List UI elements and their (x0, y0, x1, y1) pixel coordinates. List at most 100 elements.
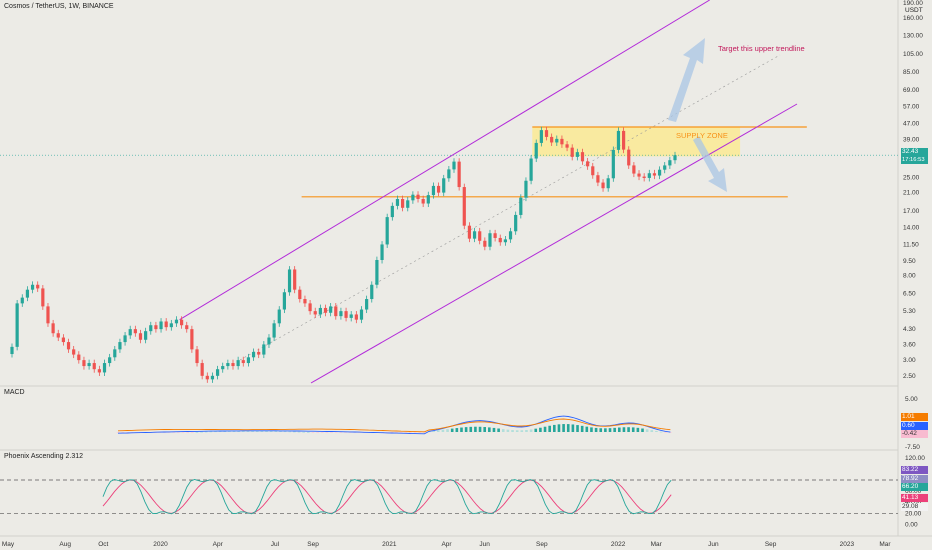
price-tick-label: 39.00 (903, 136, 920, 143)
macd-histogram-bar (529, 429, 533, 432)
candle-body (313, 311, 317, 315)
candle-body (570, 147, 574, 157)
candle-body (82, 360, 86, 367)
macd-histogram-bar (641, 428, 644, 432)
macd-histogram-bar (125, 432, 129, 433)
macd-histogram-bar (492, 427, 496, 432)
price-tick-label: 57.00 (903, 104, 920, 111)
macd-histogram-bar (218, 431, 222, 432)
candle-body (25, 289, 30, 298)
price-tick-label: 5.30 (903, 308, 916, 315)
macd-histogram-bar (195, 431, 199, 433)
candle-body (668, 160, 672, 166)
candle-body (61, 337, 65, 343)
macd-histogram-bar (464, 427, 468, 432)
price-tick-label: 25.00 (903, 175, 920, 182)
macd-histogram-bar (242, 430, 245, 432)
time-tick-label: 2021 (382, 541, 397, 548)
candle-body (92, 363, 96, 370)
countdown-badge: 17:16:53 (901, 156, 928, 164)
macd-histogram-bar (418, 432, 422, 433)
candle-body (102, 363, 107, 373)
macd-histogram-bar (223, 431, 227, 432)
macd-histogram-bar (186, 432, 189, 433)
candle-body (257, 351, 261, 355)
macd-hist-badge: -0.42 (901, 430, 928, 438)
channel-midline (239, 54, 781, 361)
candle-body (334, 306, 338, 317)
macd-histogram-bar (594, 427, 598, 432)
candle-body (385, 217, 389, 245)
candle-body (138, 333, 143, 340)
phoenix-pane-title: Phoenix Ascending 2.312 (4, 453, 84, 460)
candle-body (205, 375, 209, 380)
candle-body (339, 311, 343, 317)
candle-body (210, 375, 215, 380)
macd-histogram-bar (627, 427, 630, 432)
candle-body (180, 319, 184, 326)
candle-body (421, 198, 425, 204)
macd-histogram-bar (432, 430, 435, 432)
candle-body (149, 325, 153, 332)
candle-body (15, 303, 19, 347)
macd-histogram-bar (269, 430, 273, 432)
candle-body (236, 360, 240, 367)
macd-histogram-bar (436, 430, 440, 432)
candle-body (462, 187, 466, 226)
candle-body (478, 231, 482, 241)
candle-body (591, 166, 595, 176)
candle-body (20, 297, 24, 304)
macd-histogram-bar (585, 426, 589, 432)
macd-histogram-bar (608, 428, 612, 432)
candle-body (550, 136, 554, 143)
candle-body (221, 366, 225, 370)
candle-body (406, 200, 410, 208)
time-tick-label: Apr (213, 541, 224, 548)
candle-body (627, 149, 631, 166)
candle-body (647, 173, 651, 178)
phoenix-tick-label: 0.00 (905, 521, 918, 528)
macd-histogram-bar (580, 425, 584, 432)
candle-body (436, 185, 441, 193)
macd-histogram-bar (450, 428, 454, 432)
macd-histogram-bar (399, 432, 403, 433)
time-tick-label: May (2, 541, 15, 548)
macd-histogram-bar (488, 427, 491, 432)
phoenix-badge-2: 78.92 (901, 475, 928, 483)
price-tick-label: 4.30 (903, 326, 916, 333)
macd-histogram-bar (506, 429, 510, 432)
macd-histogram-bar (562, 424, 565, 432)
macd-histogram-bar (232, 430, 236, 432)
macd-histogram-bar (316, 432, 319, 433)
time-tick-label: Sep (307, 541, 319, 548)
candle-body (226, 363, 230, 367)
candle-body (365, 299, 369, 310)
macd-histogram-bar (590, 427, 593, 432)
macd-histogram-bar (265, 430, 268, 432)
macd-histogram-bar (446, 429, 449, 432)
candle-body (123, 335, 127, 343)
candle-body (544, 130, 549, 137)
candle-body (575, 152, 579, 157)
time-tick-label: Sep (765, 541, 777, 548)
candle-body (128, 329, 132, 336)
phoenix-badge-3: 66.20 (901, 483, 928, 491)
candle-body (97, 369, 101, 373)
price-tick-label: 160.00 (903, 15, 923, 22)
candle-body (113, 349, 117, 358)
candle-body (663, 165, 667, 170)
candle-body (303, 299, 307, 304)
phoenix-badge-4: 41.13 (901, 494, 928, 502)
macd-histogram-bar (339, 432, 343, 433)
macd-histogram-bar (334, 432, 338, 433)
macd-histogram-bar (501, 429, 505, 432)
macd-histogram-bar (460, 427, 463, 432)
macd-histogram-bar (441, 429, 445, 432)
macd-histogram-bar (525, 429, 528, 432)
macd-histogram-bar (669, 432, 672, 433)
price-tick-label: 21.00 (903, 190, 920, 197)
macd-histogram-bar (571, 424, 575, 432)
macd-histogram-bar (288, 431, 292, 433)
